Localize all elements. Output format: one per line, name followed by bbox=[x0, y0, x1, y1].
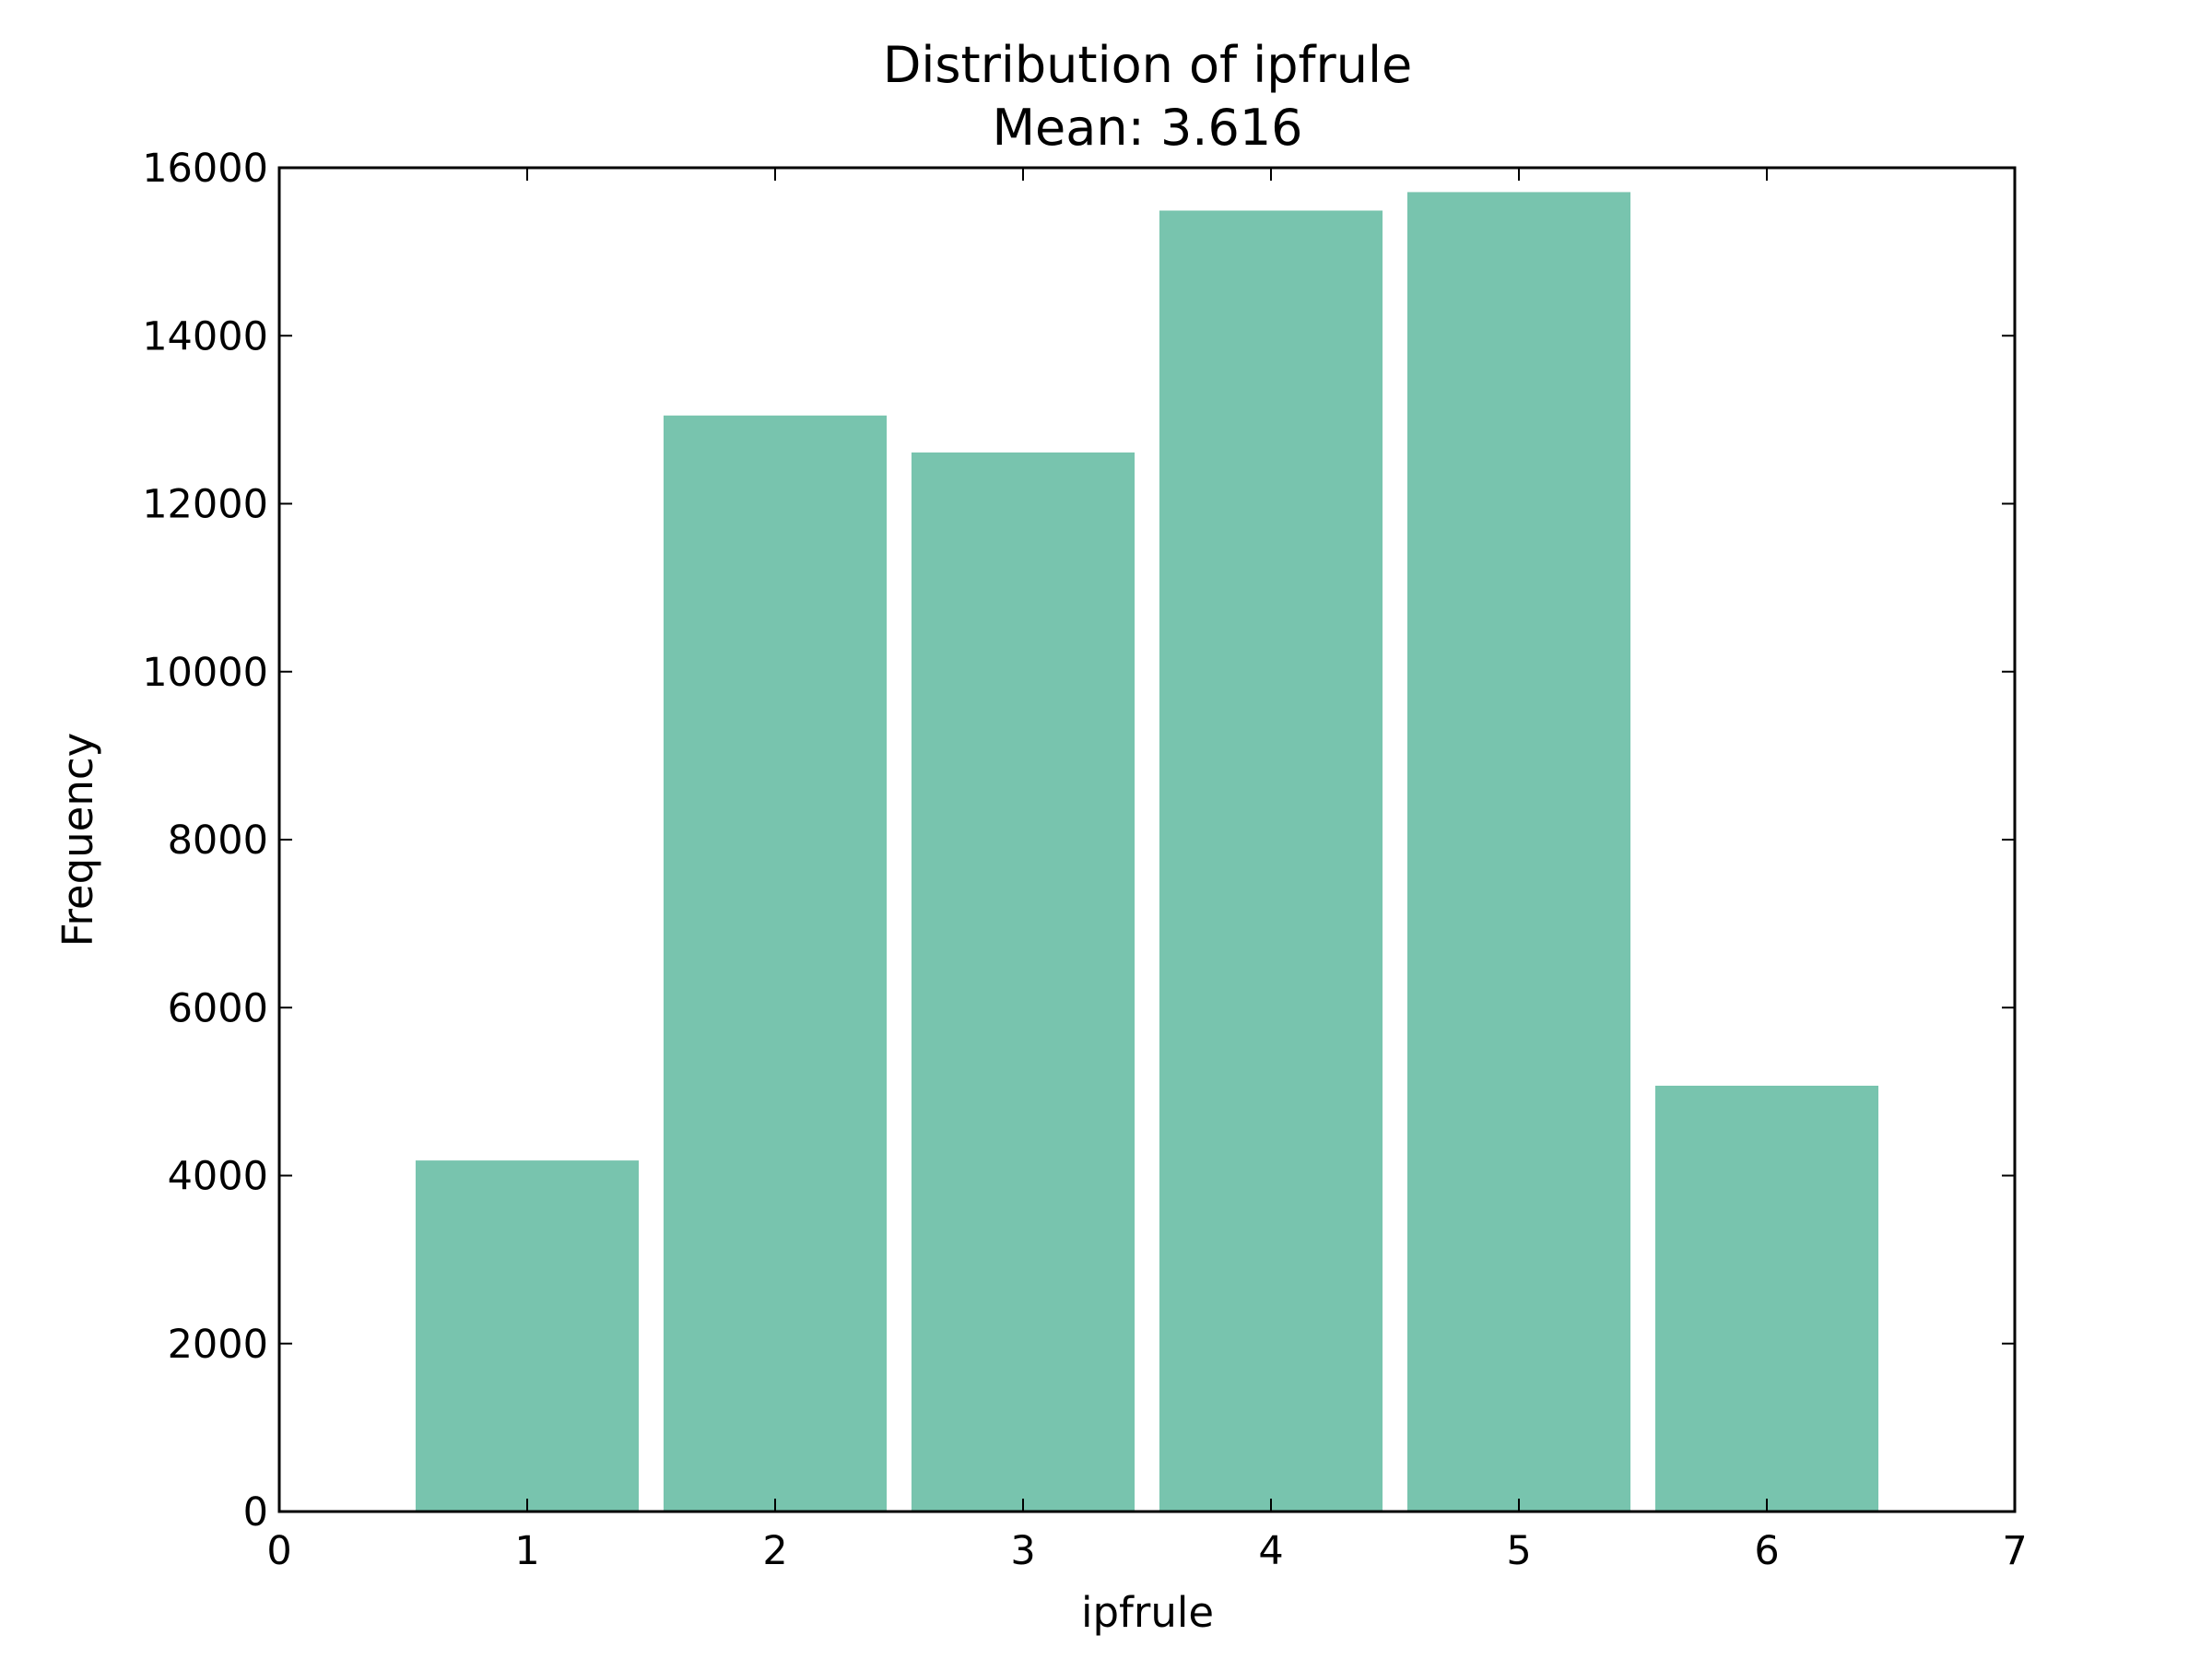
x-tick-label-2: 2 bbox=[762, 1528, 787, 1574]
bar-1 bbox=[415, 1160, 640, 1512]
x-tick-label-3: 3 bbox=[1010, 1528, 1035, 1574]
ticks-group: 0 1 2 3 4 5 6 7 0 2000 4000 6000 8000 10000 12000 14000… bbox=[142, 146, 2027, 1574]
x-tick-label-5: 5 bbox=[1506, 1528, 1531, 1574]
plot-frame bbox=[277, 166, 2017, 1513]
x-tick-label-4: 4 bbox=[1258, 1528, 1283, 1574]
bar-5 bbox=[1406, 192, 1631, 1512]
x-tick-label-6: 6 bbox=[1754, 1528, 1779, 1574]
bar-3 bbox=[911, 452, 1135, 1512]
bar-2 bbox=[663, 415, 888, 1512]
x-tick-label-1: 1 bbox=[514, 1528, 539, 1574]
x-tick-label-7: 7 bbox=[2002, 1528, 2027, 1574]
y-tick-label-2: 4000 bbox=[168, 1154, 268, 1200]
bar-4 bbox=[1159, 210, 1383, 1512]
chart-title: Distribution of ipfrule bbox=[883, 36, 1412, 94]
x-axis-label: ipfrule bbox=[1081, 1588, 1214, 1637]
bars-group bbox=[415, 192, 1879, 1512]
y-tick-label-3: 6000 bbox=[168, 985, 268, 1031]
y-tick-label-1: 2000 bbox=[168, 1322, 268, 1368]
y-tick-label-5: 10000 bbox=[142, 650, 268, 696]
y-axis-label: Frequency bbox=[53, 733, 102, 947]
y-tick-label-4: 8000 bbox=[168, 818, 268, 864]
chart-subtitle: Mean: 3.616 bbox=[992, 99, 1302, 157]
y-tick-label-7: 14000 bbox=[142, 313, 268, 359]
y-tick-label-8: 16000 bbox=[142, 146, 268, 192]
bar-6 bbox=[1654, 1085, 1879, 1512]
y-tick-label-6: 12000 bbox=[142, 482, 268, 528]
y-tick-label-0: 0 bbox=[243, 1489, 268, 1535]
x-tick-label-0: 0 bbox=[266, 1528, 291, 1574]
